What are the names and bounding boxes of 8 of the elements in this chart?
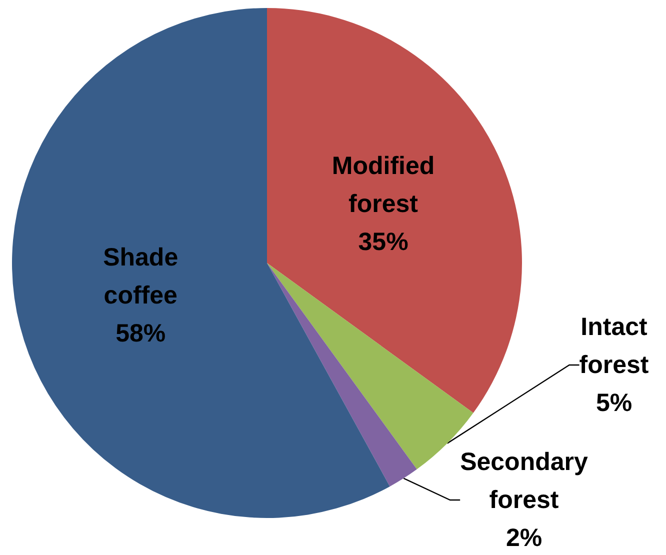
slice-label: Modified forest xyxy=(332,152,435,218)
data-label: 5% xyxy=(596,389,632,417)
slice-label: Intact forest xyxy=(579,313,650,379)
data-label: 35% xyxy=(358,228,408,256)
data-label: 58% xyxy=(116,319,166,348)
data-label: 2% xyxy=(506,524,542,552)
slice-label: Secondary forest xyxy=(460,448,588,514)
slice-label: Shade coffee xyxy=(103,243,178,310)
